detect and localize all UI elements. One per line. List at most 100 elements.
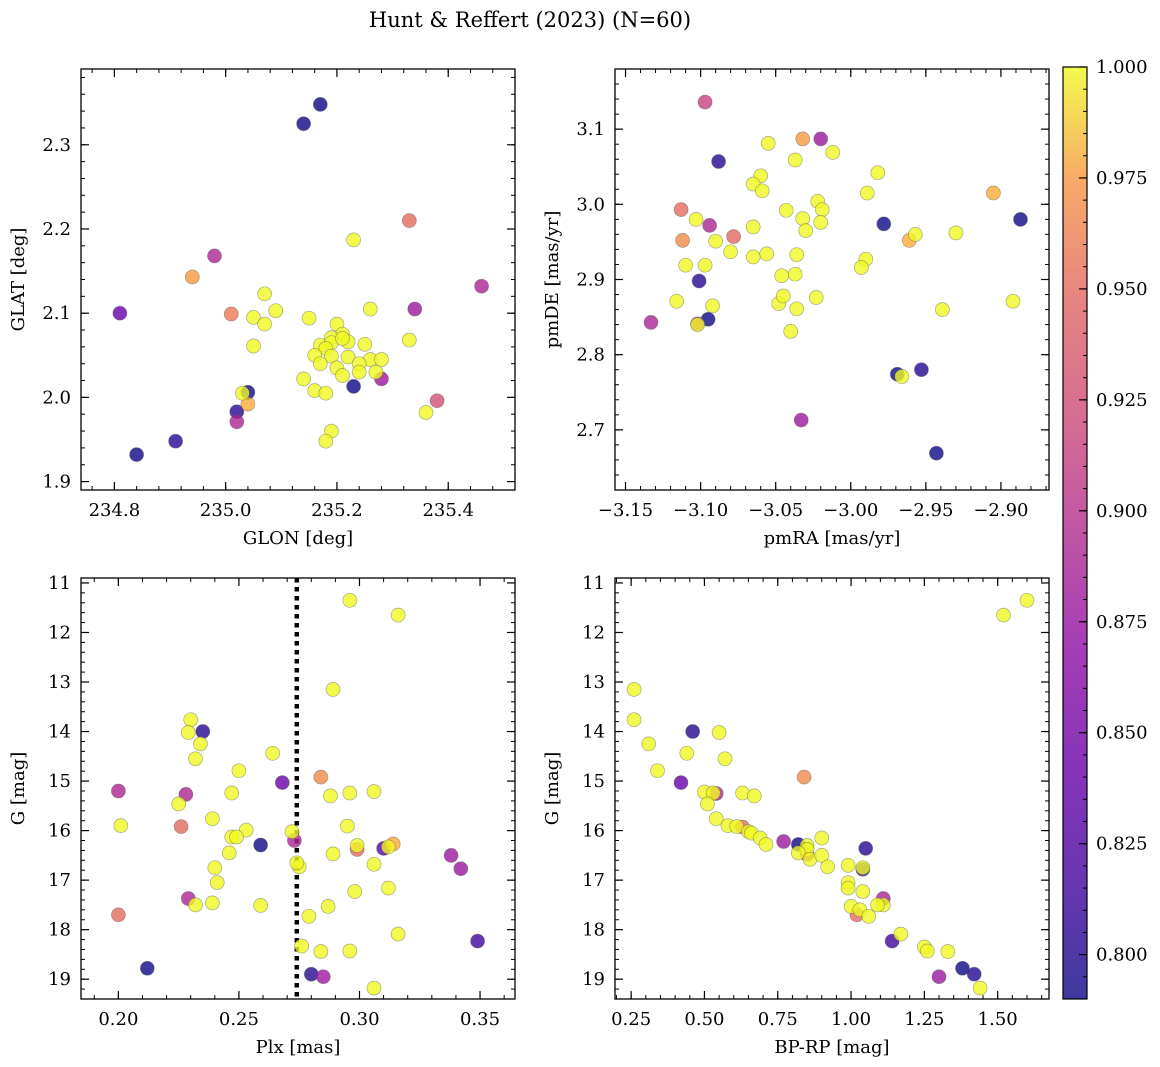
data-point [643,315,659,330]
data-point [774,268,790,284]
data-point [855,884,871,899]
panel-pmra-pmde: −3.15 −3.10 −3.05 −3.00 −2.95 −2.90 2.7 2.8 2.9 3… [542,68,1050,549]
data-point [825,145,841,160]
data-point [758,837,774,852]
colorbar-tick-label: 0.900 [1096,501,1148,522]
data-point [349,838,365,853]
y-tick-label: 19 [582,969,605,990]
x-tick-label: 1.50 [978,1009,1018,1030]
data-point [840,857,856,873]
data-point [783,324,799,339]
data-point [814,848,830,863]
colorbar-tick-label: 0.925 [1096,390,1148,411]
data-point [274,775,290,790]
x-tick-label: 235.4 [422,500,474,521]
data-point [870,897,885,913]
data-point [111,907,126,923]
data-point [641,736,657,752]
data-point [775,288,791,304]
data-point [289,855,305,871]
data-point [776,834,791,849]
data-point [691,273,707,289]
data-point [697,257,713,273]
data-point [351,364,367,380]
y-tick-label: 2.8 [576,345,605,366]
data-points [111,592,485,996]
data-point [229,414,245,430]
x-tick-label: −3.15 [598,500,653,521]
x-tick-label: 0.30 [339,1009,379,1030]
x-tick-label: 234.8 [89,500,141,521]
data-point [760,136,776,151]
data-point [312,356,328,372]
data-point [790,845,806,861]
data-point [184,269,200,285]
data-point [907,227,923,242]
data-point [813,131,829,147]
y-tick-label: 19 [48,969,71,990]
x-tick-label: −3.05 [748,500,803,521]
data-point [323,788,338,804]
data-point [795,131,811,147]
x-tick-label: −3.00 [823,500,878,521]
data-point [813,215,829,230]
data-point [840,880,856,896]
data-point [453,861,469,877]
data-point [787,152,803,168]
x-tick-label: 0.25 [219,1009,259,1030]
data-point [675,233,690,248]
data-point [853,260,869,275]
y-tick-label: 2.7 [576,420,605,441]
y-tick-label: 13 [582,672,605,693]
data-point [253,837,268,853]
x-tick-label: 0.25 [611,1009,651,1030]
y-tick-label: 14 [48,722,71,743]
data-point [702,218,717,233]
data-point [859,185,875,201]
y-tick-label: 2.1 [42,303,71,324]
axes-frame [614,577,1050,1000]
colorbar-tick-label: 0.875 [1096,612,1148,633]
data-point [919,943,935,959]
data-point [705,298,720,314]
data-point [168,433,183,449]
data-point [948,225,964,241]
data-point [257,316,272,332]
data-point [296,116,311,132]
data-point [966,966,982,982]
data-point [342,785,358,801]
data-point [183,712,199,728]
data-point [246,338,261,354]
y-tick-label: 17 [48,870,71,891]
x-axis-label: Plx [mas] [256,1037,341,1058]
data-point [171,796,187,812]
data-point [626,682,642,697]
data-point [876,216,892,232]
data-points [112,97,489,462]
data-point [205,811,220,827]
data-point [188,751,203,767]
y-tick-label: 2.0 [42,387,71,408]
data-point [342,943,358,959]
y-tick-label: 3.0 [576,194,605,215]
data-point [346,232,361,248]
data-point [193,736,208,752]
data-points [626,592,1035,996]
data-point [340,349,356,365]
data-point [787,266,803,282]
data-point [894,369,910,384]
data-point [296,371,311,387]
data-point [429,393,445,409]
data-point [470,933,485,949]
data-points [643,94,1028,461]
data-point [679,745,695,761]
y-tick-label: 15 [582,771,605,792]
data-point [221,845,237,861]
data-point [390,926,406,942]
data-point [325,846,341,862]
data-point [798,223,814,238]
data-point [796,769,812,785]
data-point [858,841,874,856]
data-point [940,944,956,959]
